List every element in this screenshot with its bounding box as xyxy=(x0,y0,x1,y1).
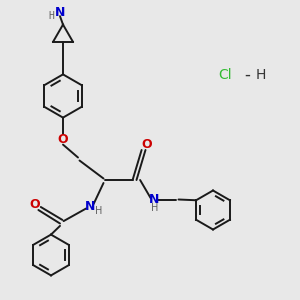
Text: O: O xyxy=(29,198,40,211)
Text: N: N xyxy=(85,200,95,214)
Text: H: H xyxy=(49,11,55,21)
Text: N: N xyxy=(149,193,160,206)
Text: N: N xyxy=(55,6,65,19)
Text: H: H xyxy=(256,68,266,82)
Text: H: H xyxy=(95,206,102,216)
Text: -: - xyxy=(244,66,250,84)
Text: O: O xyxy=(142,138,152,152)
Text: Cl: Cl xyxy=(218,68,232,82)
Text: H: H xyxy=(151,203,158,213)
Text: O: O xyxy=(58,133,68,146)
